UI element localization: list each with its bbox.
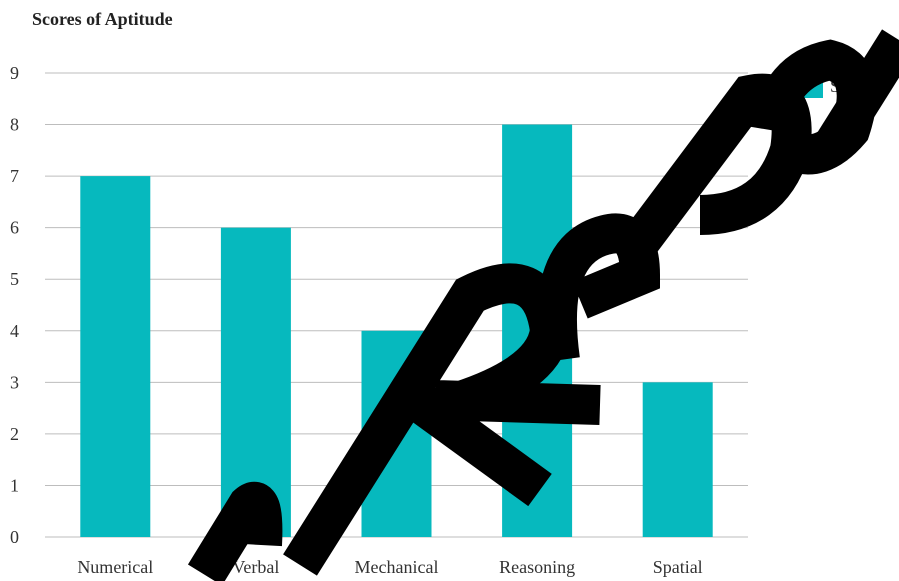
legend-swatch — [775, 72, 823, 98]
x-tick-label-reasoning: Reasoning — [499, 557, 575, 577]
x-axis-ticks: Numerical Verbal Mechanical Reasoning Spatia… — [77, 557, 702, 577]
y-tick-label-9: 9 — [10, 63, 19, 83]
y-tick-label-1: 1 — [10, 475, 19, 495]
bar-spatial — [642, 382, 713, 537]
y-tick-label-2: 2 — [10, 424, 19, 444]
y-tick-label-4: 4 — [10, 321, 19, 341]
bar-numerical — [80, 176, 151, 537]
y-tick-label-7: 7 — [10, 166, 19, 186]
y-tick-label-0: 0 — [10, 527, 19, 547]
chart-title: Scores of Aptitude — [32, 9, 173, 29]
x-tick-label-spatial: Spatial — [653, 557, 703, 577]
bar-mechanical — [361, 330, 432, 537]
legend-label-scores: Scores — [830, 76, 878, 96]
y-tick-label-5: 5 — [10, 269, 19, 289]
y-tick-label-3: 3 — [10, 372, 19, 392]
y-tick-label-8: 8 — [10, 115, 19, 135]
y-axis-ticks: 0 1 2 3 4 5 6 7 8 9 — [10, 63, 19, 547]
legend: Scores — [775, 72, 878, 98]
y-tick-label-6: 6 — [10, 218, 19, 238]
x-tick-label-numerical: Numerical — [77, 557, 153, 577]
bar-verbal — [220, 227, 291, 537]
x-tick-label-verbal: Verbal — [232, 557, 279, 577]
x-tick-label-mechanical: Mechanical — [355, 557, 439, 577]
bar-reasoning — [502, 124, 573, 538]
